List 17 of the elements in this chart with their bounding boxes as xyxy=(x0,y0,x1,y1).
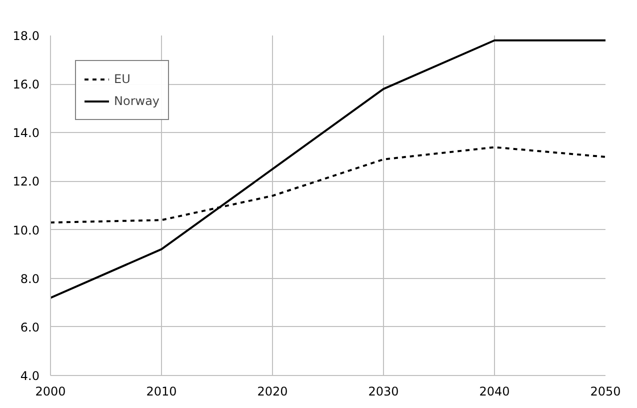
y-tick-label: 14.0 xyxy=(12,126,40,140)
y-tick-label: 16.0 xyxy=(12,78,40,92)
y-tick-label: 12.0 xyxy=(12,174,40,189)
x-tick-label: 2050 xyxy=(590,384,621,398)
legend-label: EU xyxy=(114,72,132,86)
x-tick-label: 2010 xyxy=(146,384,177,398)
y-tick-label: 6.0 xyxy=(20,320,40,334)
x-tick-label: 2040 xyxy=(479,384,510,398)
legend-label: Norway xyxy=(114,94,160,108)
y-tick-label: 10.0 xyxy=(12,223,40,238)
y-tick-label: 4.0 xyxy=(20,369,40,383)
x-tick-label: 2000 xyxy=(35,384,66,398)
line-series xyxy=(50,39,606,299)
y-tick-label: 8.0 xyxy=(20,272,40,286)
y-tick-label: 18.0 xyxy=(12,29,40,43)
x-tick-label: 2030 xyxy=(368,384,399,398)
x-tick-label: 2020 xyxy=(257,384,288,398)
